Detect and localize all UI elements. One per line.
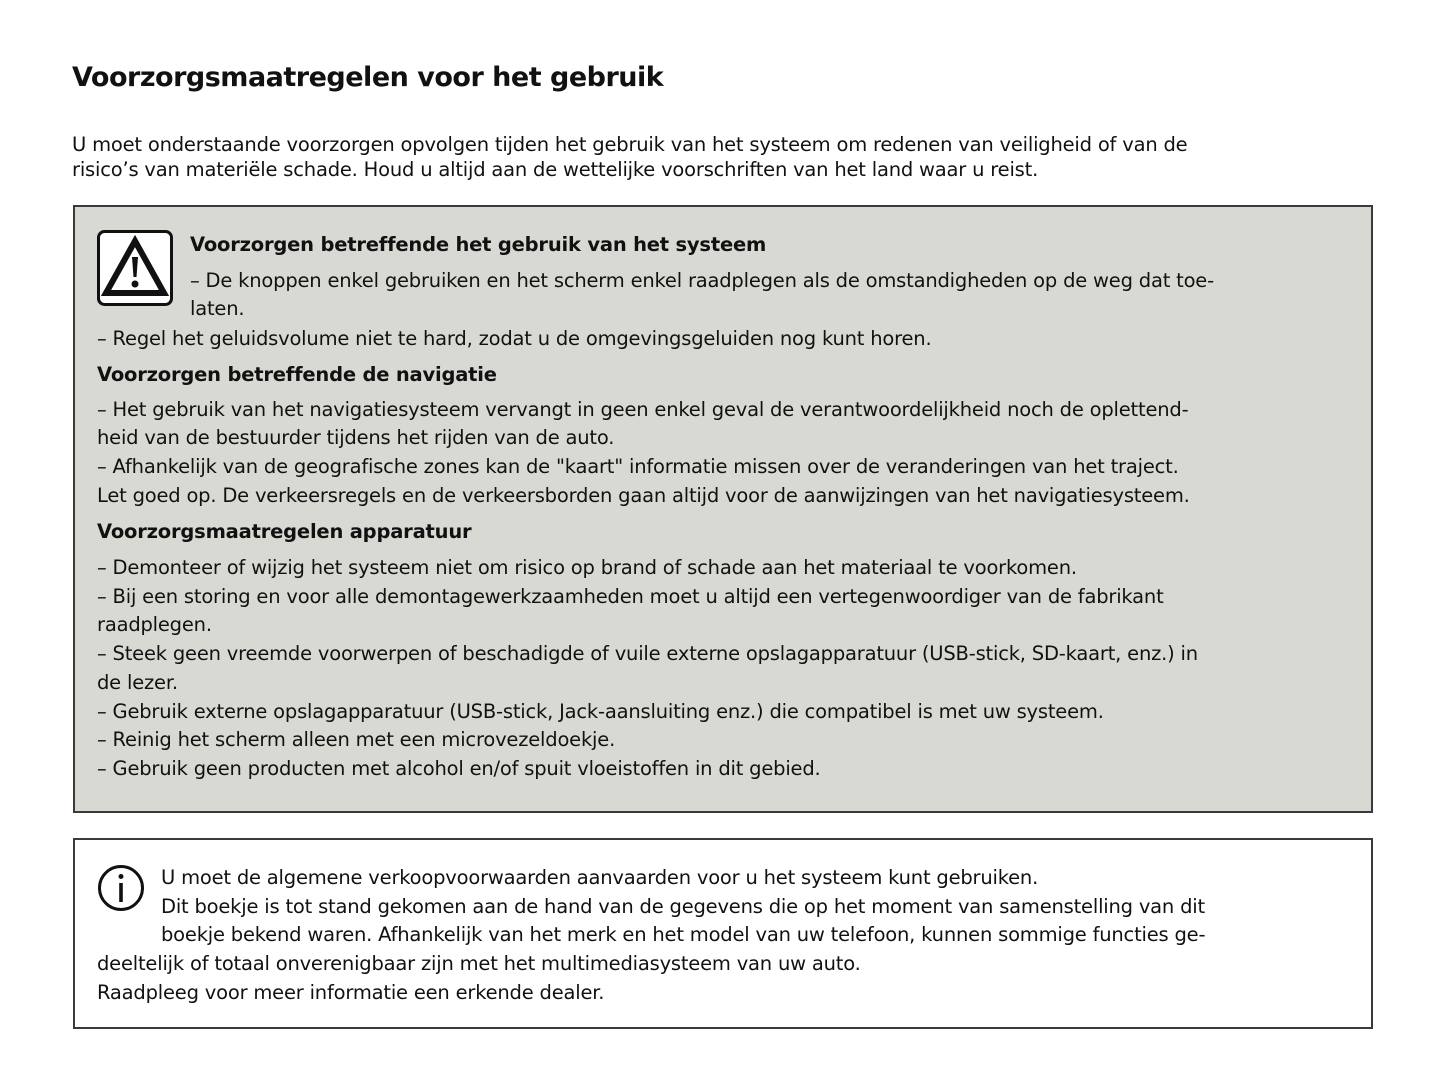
warning-line: – Demonteer of wijzig het systeem niet o… (97, 556, 1077, 579)
warning-line: Let goed op. De verkeersregels en de ver… (97, 484, 1190, 507)
warning-line: – Afhankelijk van de geografische zones … (97, 455, 1179, 478)
warning-line: laten. (190, 297, 245, 320)
warning-line: – Het gebruik van het navigatiesysteem v… (97, 398, 1189, 421)
info-line: deeltelijk of totaal onverenigbaar zijn … (97, 952, 861, 975)
page-title: Voorzorgsmaatregelen voor het gebruik (72, 62, 664, 93)
warning-line: de lezer. (97, 671, 178, 694)
info-circle-icon (98, 865, 144, 911)
warning-line: – Reinig het scherm alleen met een micro… (97, 728, 616, 751)
info-box (73, 838, 1373, 1029)
intro-line: risico’s van materiële schade. Houd u al… (72, 158, 1039, 181)
warning-line: – Regel het geluidsvolume niet te hard, … (97, 327, 932, 350)
warning-line: – Steek geen vreemde voorwerpen of besch… (97, 642, 1198, 665)
warning-line: – Bij een storing en voor alle demontage… (97, 585, 1164, 608)
warning-line: – De knoppen enkel gebruiken en het sche… (190, 269, 1214, 292)
warning-box (73, 205, 1373, 813)
info-line: U moet de algemene verkoopvoorwaarden aa… (161, 866, 1039, 889)
warning-triangle-icon (97, 230, 173, 306)
info-line: boekje bekend waren. Afhankelijk van het… (161, 923, 1206, 946)
warning-line: – Gebruik geen producten met alcohol en/… (97, 757, 821, 780)
intro-line: U moet onderstaande voorzorgen opvolgen … (72, 133, 1188, 156)
warning-line: – Gebruik externe opslagapparatuur (USB-… (97, 700, 1104, 723)
warning-line: heid van de bestuurder tijdens het rijde… (97, 426, 615, 449)
section-heading: Voorzorgen betreffende het gebruik van h… (190, 233, 767, 256)
info-line: Dit boekje is tot stand gekomen aan de h… (161, 895, 1205, 918)
info-line: Raadpleeg voor meer informatie een erken… (97, 981, 605, 1004)
warning-line: raadplegen. (97, 613, 212, 636)
section-heading: Voorzorgen betreffende de navigatie (97, 363, 497, 386)
section-heading: Voorzorgsmaatregelen apparatuur (97, 520, 472, 543)
